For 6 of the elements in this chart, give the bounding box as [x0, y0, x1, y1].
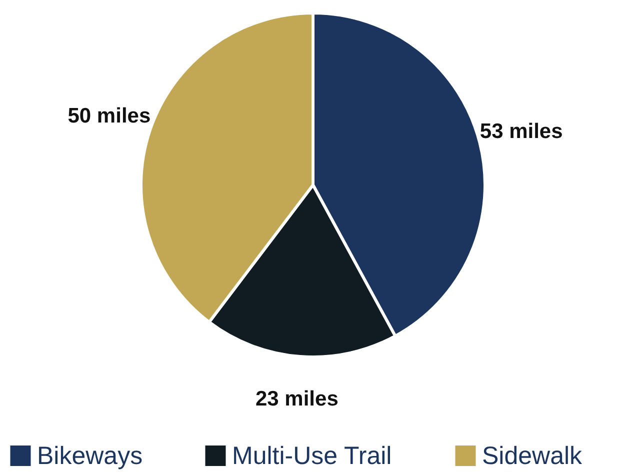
legend-label: Bikeways [37, 442, 143, 470]
data-label: 50 miles [68, 104, 151, 128]
legend-label: Sidewalk [482, 442, 583, 470]
data-label: 53 miles [480, 120, 563, 143]
legend-label: Multi-Use Trail [232, 442, 392, 470]
data-label: 23 miles [255, 387, 338, 410]
